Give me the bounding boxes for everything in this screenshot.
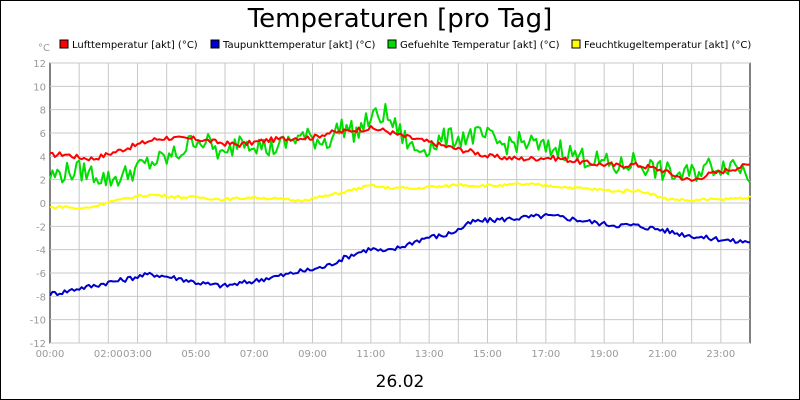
legend-swatch	[571, 39, 581, 49]
legend: Lufttemperatur [akt] (°C) Taupunkttempera…	[59, 39, 751, 51]
series-lines	[49, 103, 751, 297]
legend-label: Taupunkttemperatur [akt] (°C)	[222, 40, 375, 51]
legend-label: Feuchtkugeltemperatur [akt] (°C)	[584, 40, 751, 51]
y-tick-label: 0	[40, 199, 46, 210]
y-tick-label: 10	[33, 82, 46, 93]
date-label: 26.02	[376, 372, 425, 392]
legend-label: Gefuehlte Temperatur [akt] (°C)	[400, 40, 560, 51]
legend-label: Lufttemperatur [akt] (°C)	[72, 40, 198, 51]
x-tick-label: 05:00	[181, 349, 210, 360]
chart-title: Temperaturen [pro Tag]	[247, 4, 553, 34]
legend-swatch	[59, 39, 69, 49]
y-tick-label: -2	[36, 222, 46, 233]
x-tick-label: 13:00	[415, 349, 444, 360]
x-tick-label: 15:00	[473, 349, 502, 360]
y-tick-label: -12	[30, 339, 46, 350]
y-axis: 12 10 8 6 4 2 0 -2 -4 -6 -8 -10 -12	[30, 59, 46, 350]
series-line	[49, 182, 751, 210]
y-tick-label: 4	[40, 152, 46, 163]
legend-swatch	[387, 39, 397, 49]
series-line	[49, 103, 751, 187]
x-tick-label: 21:00	[648, 349, 677, 360]
y-tick-label: -6	[36, 269, 46, 280]
x-tick-label: 23:00	[706, 349, 735, 360]
y-tick-label: 12	[33, 59, 46, 70]
x-tick-label: 11:00	[356, 349, 385, 360]
x-tick-label: 00:00	[36, 349, 65, 360]
y-tick-label: 8	[40, 106, 46, 117]
y-tick-label: -4	[36, 246, 46, 257]
y-tick-label: 2	[40, 176, 46, 187]
x-tick-label: 07:00	[240, 349, 269, 360]
x-tick-label: 17:00	[531, 349, 560, 360]
y-axis-unit: °C	[38, 43, 50, 54]
x-tick-label: 02:00	[94, 349, 123, 360]
y-tick-label: -10	[30, 316, 46, 327]
y-tick-label: 6	[40, 129, 46, 140]
series-line	[49, 212, 751, 297]
x-tick-label: 09:00	[298, 349, 327, 360]
x-tick-label: 19:00	[590, 349, 619, 360]
x-axis: 00:00 02:00 03:00 05:00 07:00 09:00 11:00 13:00…	[36, 349, 736, 360]
y-tick-label: -8	[36, 292, 46, 303]
series-line	[49, 124, 751, 182]
legend-swatch	[210, 39, 220, 49]
x-tick-label: 03:00	[123, 349, 152, 360]
